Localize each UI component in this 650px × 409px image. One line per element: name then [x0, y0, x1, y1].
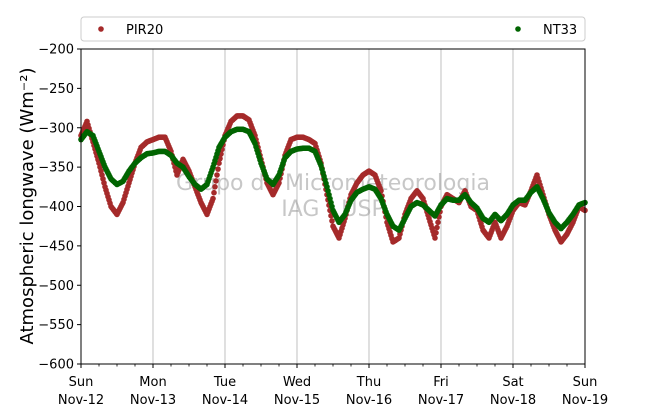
x-tick-label-date: Nov-19 — [562, 393, 608, 408]
x-tick-label-day: Mon — [139, 375, 166, 390]
legend-label-pir20: PIR20 — [126, 23, 163, 38]
data-point — [213, 178, 219, 184]
legend-marker-pir20 — [98, 26, 104, 32]
legend-label-nt33: NT33 — [543, 23, 577, 38]
x-tick-label-date: Nov-18 — [490, 393, 536, 408]
x-tick-label-day: Sun — [69, 375, 94, 390]
data-point — [329, 218, 335, 224]
x-tick-label-day: Wed — [283, 375, 311, 390]
x-tick-label-date: Nov-17 — [418, 393, 464, 408]
x-axis: Sun Nov-12 Mon Nov-13 Tue Nov-14 Wed Nov-15 Thu N… — [58, 364, 608, 408]
data-point — [212, 184, 218, 190]
x-tick-label-date: Nov-12 — [58, 393, 104, 408]
data-point — [216, 160, 222, 166]
y-tick-label: −600 — [38, 358, 74, 373]
data-point — [215, 166, 221, 172]
legend: PIR20 NT33 — [80, 16, 586, 42]
y-tick-label: −250 — [38, 82, 74, 97]
y-tick-label: −450 — [38, 239, 74, 254]
data-point — [433, 230, 439, 236]
x-tick-label-day: Tue — [213, 375, 236, 390]
x-tick-label-date: Nov-16 — [346, 393, 392, 408]
data-point — [432, 235, 438, 241]
data-point — [214, 172, 220, 178]
x-tick-label-date: Nov-15 — [274, 393, 320, 408]
x-tick-label-day: Sun — [573, 375, 598, 390]
x-tick-label-day: Thu — [356, 375, 381, 390]
x-tick-label-day: Fri — [433, 375, 449, 390]
legend-frame — [80, 16, 586, 42]
y-tick-label: −550 — [38, 318, 74, 333]
x-tick-label-day: Sat — [502, 375, 523, 390]
y-axis-label: Atmospheric longwave (Wm⁻²) — [17, 67, 38, 344]
y-tick-label: −300 — [38, 121, 74, 136]
x-tick-label-date: Nov-14 — [202, 393, 248, 408]
y-axis: −600 −550 −500 −450 −400 −350 −300 −250 −200 — [38, 43, 81, 373]
legend-marker-nt33 — [515, 26, 521, 32]
data-point — [210, 195, 216, 202]
data-point — [434, 224, 440, 231]
y-tick-label: −400 — [38, 200, 74, 215]
data-point — [435, 219, 441, 226]
watermark-line-1: Grupo de Micrometeorologia — [176, 171, 490, 196]
series-layer — [78, 113, 588, 245]
series-nt33 — [78, 126, 588, 233]
data-point — [211, 189, 217, 196]
y-tick-label: −500 — [38, 279, 74, 294]
y-tick-label: −200 — [38, 43, 74, 58]
x-tick-label-date: Nov-13 — [130, 393, 176, 408]
y-tick-label: −350 — [38, 161, 74, 176]
